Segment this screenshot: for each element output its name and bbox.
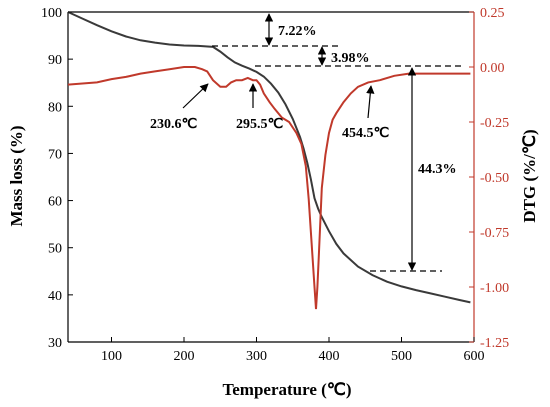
y-axis-right-title: DTG (%/℃)	[520, 129, 539, 222]
x-axis-title: Temperature (℃)	[222, 380, 351, 399]
y-right-tick-label: -1.00	[480, 281, 509, 296]
y-left-tick-label: 60	[48, 195, 62, 210]
x-tick-label: 200	[174, 349, 195, 364]
y-right-tick-label: -0.25	[480, 116, 509, 131]
y-right-tick-label: -1.25	[480, 336, 509, 351]
annotation-label: 44.3%	[418, 162, 457, 177]
y-left-tick-label: 90	[48, 53, 62, 68]
x-tick-label: 100	[101, 349, 122, 364]
annotation-layer: 7.22% 3.98% 44.3% 230.6℃ 295.5℃ 454.5℃	[150, 13, 462, 272]
y-right-tick-label: 0.00	[480, 61, 505, 76]
y-axis-left-title: Mass loss (%)	[7, 125, 26, 226]
x-tick-label: 300	[246, 349, 267, 364]
annotation-label: 7.22%	[278, 24, 317, 39]
plot-area	[67, 11, 475, 343]
y-right-tick-label: -0.50	[480, 171, 509, 186]
mass-loss-line	[67, 11, 471, 304]
annotation-label: 3.98%	[331, 51, 370, 66]
x-tick-label: 600	[464, 349, 485, 364]
annotation-label: 230.6℃	[150, 117, 198, 132]
pointer-arrow	[366, 85, 375, 119]
series-layer	[67, 11, 471, 310]
x-tick-label: 400	[319, 349, 340, 364]
y-left-tick-label: 70	[48, 147, 62, 162]
y-left-tick-label: 100	[41, 6, 62, 21]
y-left-tick-label: 40	[48, 289, 62, 304]
annotation-label: 454.5℃	[342, 126, 390, 141]
pointer-arrow	[182, 83, 209, 109]
y-left-tick-label: 30	[48, 336, 62, 351]
y-right-tick-label: 0.25	[480, 6, 505, 21]
ticks-layer: 100 200 300 400 500 600 30 40 50 60 70 80 90 100 0.25 0…	[41, 6, 509, 364]
dtg-line	[67, 66, 471, 310]
y-left-tick-label: 50	[48, 242, 62, 257]
annotation-label: 295.5℃	[236, 117, 284, 132]
y-right-tick-label: -0.75	[480, 226, 509, 241]
x-tick-label: 500	[391, 349, 412, 364]
y-left-tick-label: 80	[48, 100, 62, 115]
